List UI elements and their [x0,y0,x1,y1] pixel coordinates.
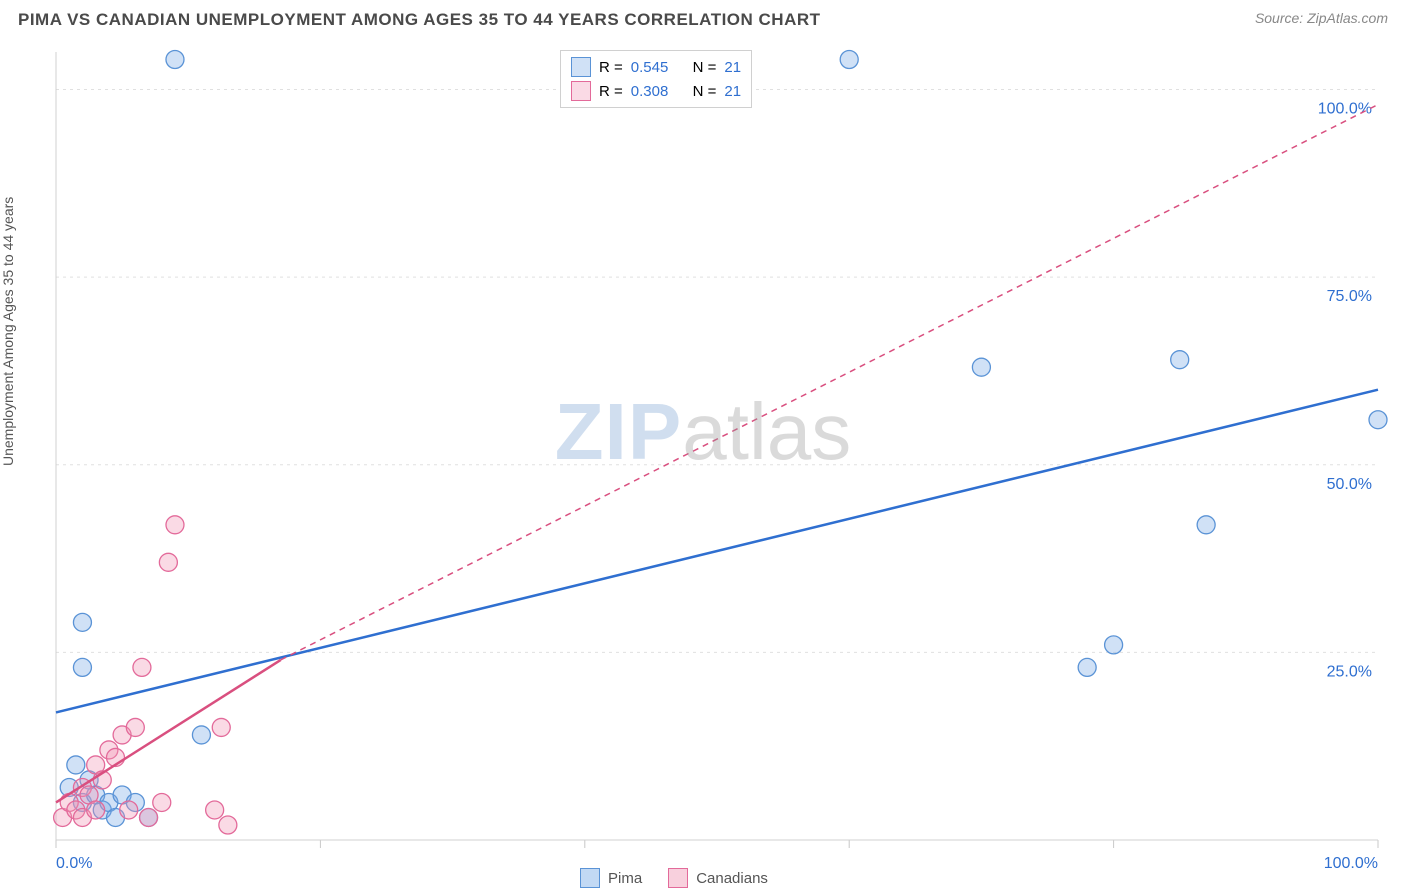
chart-title: PIMA VS CANADIAN UNEMPLOYMENT AMONG AGES… [18,10,821,30]
series-legend: Pima Canadians [580,868,768,888]
n-label: N = [693,59,717,76]
n-value: 21 [724,83,741,100]
svg-text:50.0%: 50.0% [1327,476,1372,493]
legend-label: Canadians [696,870,768,887]
swatch-canadians [571,81,591,101]
svg-text:25.0%: 25.0% [1327,663,1372,680]
svg-text:100.0%: 100.0% [1324,855,1378,872]
swatch-pima [571,57,591,77]
source-label: Source: ZipAtlas.com [1255,10,1388,26]
legend-item-pima: Pima [580,868,642,888]
y-axis-label: Unemployment Among Ages 35 to 44 years [0,197,16,466]
chart-area: 25.0%50.0%75.0%100.0%0.0%100.0% ZIPatlas… [0,40,1406,892]
scatter-chart: 25.0% 50.0% 75.0% 100.0% 0.0% 100.0% [0,40,1406,892]
stats-row-canadians: R = 0.308 N = 21 [571,79,741,103]
stats-legend: R = 0.545 N = 21 R = 0.308 N = 21 [560,50,752,108]
r-label: R = [599,83,623,100]
svg-text:75.0%: 75.0% [1327,288,1372,305]
swatch-icon [580,868,600,888]
n-value: 21 [724,59,741,76]
r-value: 0.545 [631,59,669,76]
svg-text:0.0%: 0.0% [56,855,92,872]
r-label: R = [599,59,623,76]
n-label: N = [693,83,717,100]
r-value: 0.308 [631,83,669,100]
stats-row-pima: R = 0.545 N = 21 [571,55,741,79]
legend-label: Pima [608,870,642,887]
svg-text:100.0%: 100.0% [1318,101,1372,118]
swatch-icon [668,868,688,888]
legend-item-canadians: Canadians [668,868,768,888]
